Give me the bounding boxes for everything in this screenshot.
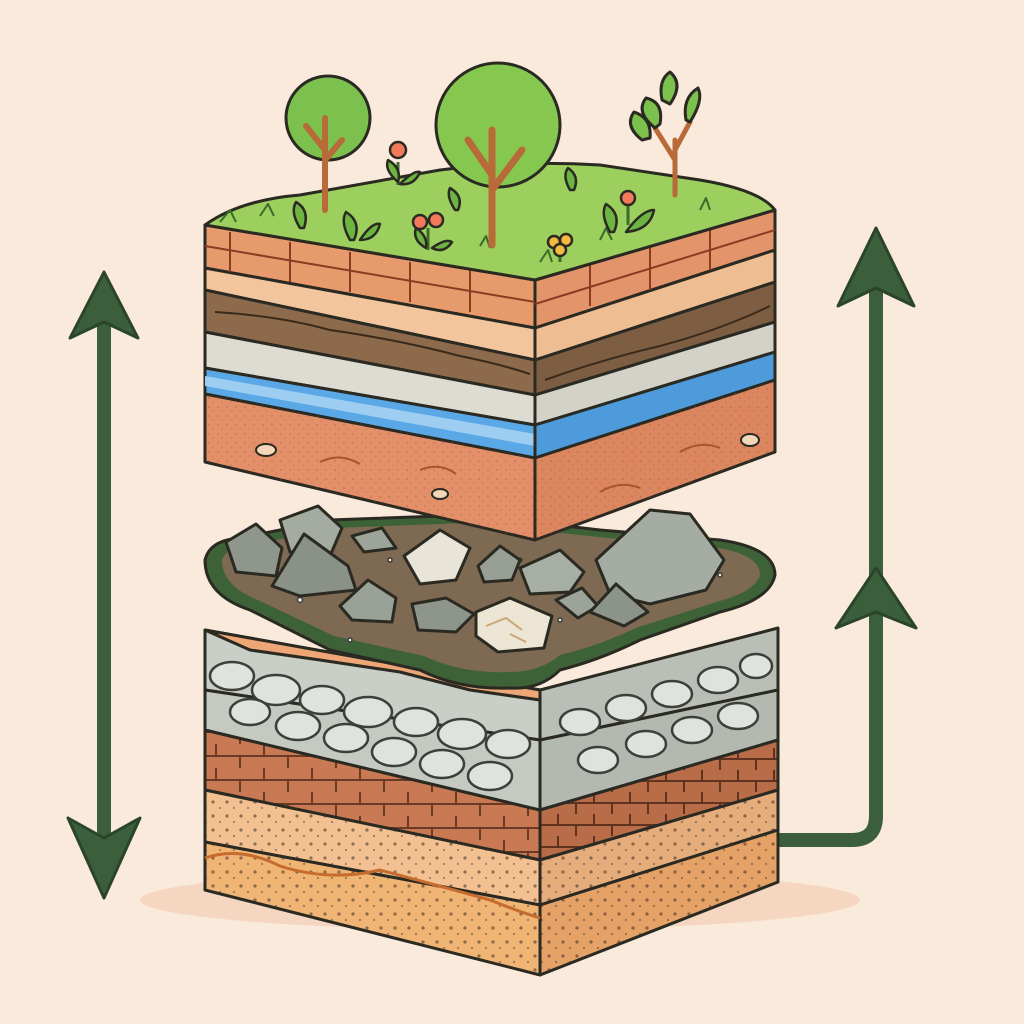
flower-yellow	[546, 232, 574, 262]
subsoil-roots	[319, 443, 721, 493]
rock-slab	[203, 504, 777, 690]
flower-red-center	[411, 211, 454, 252]
trees	[284, 61, 702, 249]
double-headed-arrow-left	[66, 270, 142, 900]
pebble	[255, 443, 277, 457]
plants	[292, 140, 656, 262]
subsoil-dots	[205, 394, 535, 540]
rock	[270, 532, 358, 598]
grass-tufts	[219, 197, 711, 263]
brick-lines-side	[534, 228, 776, 306]
tree-center	[434, 61, 562, 249]
rock	[588, 582, 650, 628]
upward-arrow-right	[771, 226, 918, 847]
rock	[476, 544, 522, 584]
sand-dots-front	[205, 790, 540, 975]
flower-red-right	[619, 189, 637, 225]
rock	[350, 526, 398, 554]
subsoil-dots-side	[535, 380, 775, 540]
cobbles	[208, 652, 774, 792]
flower-red-left	[385, 140, 422, 186]
humus-line-side	[544, 305, 771, 381]
arrow-head-middle	[834, 566, 918, 630]
rock	[410, 596, 476, 634]
arrow-head-down	[66, 816, 142, 900]
pebble	[431, 488, 449, 500]
rock-crack	[485, 616, 527, 643]
tree-right	[628, 70, 702, 198]
humus-line	[214, 311, 531, 375]
rock-light	[402, 528, 472, 586]
water-highlight	[205, 376, 535, 446]
rock	[224, 522, 284, 578]
rock	[338, 578, 398, 624]
rock	[278, 504, 344, 558]
arrow-head-up	[68, 270, 140, 340]
sand-dots-side	[540, 790, 778, 975]
tree-left	[284, 74, 372, 213]
rock	[518, 548, 586, 596]
pebble	[740, 433, 760, 447]
wavy-sand-line	[204, 852, 541, 920]
arrow-shaft	[771, 283, 883, 847]
brick-lines-front	[204, 232, 536, 312]
arrow-head-top	[836, 226, 916, 308]
rocks	[224, 504, 726, 654]
